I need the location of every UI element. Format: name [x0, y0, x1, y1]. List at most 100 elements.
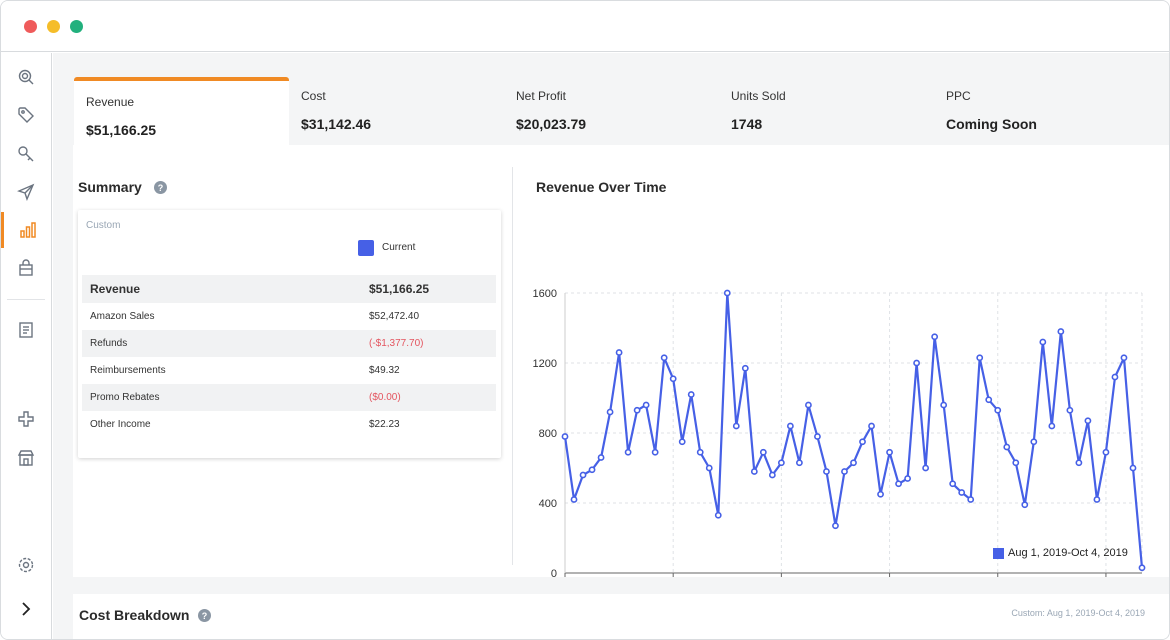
row-name: Refunds — [90, 338, 128, 349]
data-point — [1138, 564, 1146, 572]
tab-value: $20,023.79 — [516, 116, 587, 132]
data-point — [805, 401, 812, 409]
tab-revenue[interactable]: Revenue $51,166.25 — [74, 77, 289, 145]
current-label: Current — [382, 242, 416, 253]
tab-value: $31,142.46 — [301, 116, 372, 132]
row-amount: $22.23 — [369, 419, 400, 430]
data-point — [579, 471, 587, 479]
y-tick-label: 1600 — [533, 288, 557, 300]
minimize-window-button[interactable] — [47, 20, 60, 33]
data-point — [678, 438, 686, 446]
table-row: Reimbursements $49.32 — [82, 357, 496, 384]
data-point — [705, 464, 713, 472]
tab-value: $51,166.25 — [86, 122, 157, 138]
summary-title: Summary — [78, 179, 142, 195]
row-name: Reimbursements — [90, 365, 166, 376]
settings-icon[interactable] — [1, 547, 51, 583]
data-point — [615, 349, 623, 356]
table-row: Amazon Sales $52,472.40 — [82, 303, 496, 330]
data-point — [1066, 406, 1074, 414]
tab-value: Coming Soon — [946, 116, 1037, 132]
data-point — [904, 475, 911, 482]
data-point — [606, 408, 614, 416]
row-amount: $51,166.25 — [369, 282, 430, 296]
tab-label: Revenue — [86, 95, 135, 109]
data-point — [597, 454, 605, 461]
row-name: Amazon Sales — [90, 311, 155, 322]
data-point — [958, 489, 966, 496]
series-line — [563, 291, 1144, 568]
data-point — [877, 490, 884, 498]
tab-label: Net Profit — [516, 89, 567, 103]
data-point — [561, 433, 569, 440]
legend-swatch — [993, 547, 1004, 559]
data-point — [723, 289, 731, 297]
data-point — [651, 448, 659, 456]
data-point — [1057, 328, 1065, 335]
data-point — [570, 496, 578, 503]
data-point — [786, 422, 794, 430]
chevron-right-icon[interactable] — [1, 591, 51, 627]
help-icon[interactable]: ? — [198, 609, 211, 622]
data-point — [814, 433, 821, 440]
data-point — [732, 422, 740, 430]
row-name: Revenue — [90, 282, 141, 296]
bar-chart-icon[interactable] — [1, 212, 51, 248]
data-point — [931, 333, 939, 341]
key-icon[interactable] — [1, 136, 51, 172]
cost-breakdown-card: Cost Breakdown ? Custom: Aug 1, 2019-Oct… — [73, 594, 1169, 639]
help-icon[interactable]: ? — [154, 181, 167, 194]
data-point — [669, 375, 677, 383]
y-tick-label: 0 — [551, 568, 557, 577]
tab-ppc[interactable]: PPC Coming Soon — [934, 77, 1149, 145]
sidebar-divider — [7, 299, 45, 300]
chart-title: Revenue Over Time — [536, 179, 667, 195]
revenue-panel: Summary ? Custom Current Revenue $51,166… — [73, 145, 1169, 577]
data-point — [976, 354, 984, 362]
data-point — [633, 406, 641, 414]
data-point — [777, 459, 785, 467]
summary-table: Revenue $51,166.25 Amazon Sales $52,472.… — [82, 275, 496, 438]
tab-cost[interactable]: Cost $31,142.46 — [289, 77, 504, 145]
data-point — [1102, 448, 1110, 456]
data-point — [1012, 459, 1020, 467]
table-row: Promo Rebates ($0.00) — [82, 384, 496, 411]
data-point — [868, 422, 875, 430]
data-point — [895, 480, 902, 488]
data-point — [1075, 459, 1083, 467]
table-row: Revenue $51,166.25 — [82, 275, 496, 303]
data-point — [759, 448, 767, 456]
store-icon[interactable] — [1, 440, 51, 476]
data-point — [1021, 501, 1029, 509]
close-window-button[interactable] — [24, 20, 37, 33]
send-icon[interactable] — [1, 174, 51, 210]
data-point — [687, 391, 695, 398]
row-name: Other Income — [90, 419, 151, 430]
data-point — [886, 448, 893, 456]
data-point — [1030, 438, 1038, 446]
data-point — [768, 471, 776, 479]
data-point — [859, 438, 866, 446]
data-point — [1111, 373, 1119, 381]
chart-legend[interactable]: Aug 1, 2019-Oct 4, 2019 — [993, 547, 1128, 559]
custom-label: Custom — [86, 220, 121, 231]
data-point — [750, 468, 758, 475]
search-icon[interactable] — [1, 59, 51, 95]
document-icon[interactable] — [1, 312, 51, 348]
bag-icon[interactable] — [1, 250, 51, 286]
tab-units-sold[interactable]: Units Sold 1748 — [719, 77, 934, 145]
data-point — [1048, 422, 1056, 430]
tab-label: PPC — [946, 89, 971, 103]
maximize-window-button[interactable] — [70, 20, 83, 33]
sidebar — [1, 53, 52, 639]
tab-net-profit[interactable]: Net Profit $20,023.79 — [504, 77, 719, 145]
plus-icon[interactable] — [1, 401, 51, 437]
data-point — [841, 468, 848, 475]
data-point — [949, 480, 957, 488]
panel-divider — [512, 167, 513, 565]
data-point — [922, 464, 930, 472]
table-row: Refunds (-$1,377.70) — [82, 330, 496, 357]
row-amount: $49.32 — [369, 365, 400, 376]
tag-icon[interactable] — [1, 97, 51, 133]
